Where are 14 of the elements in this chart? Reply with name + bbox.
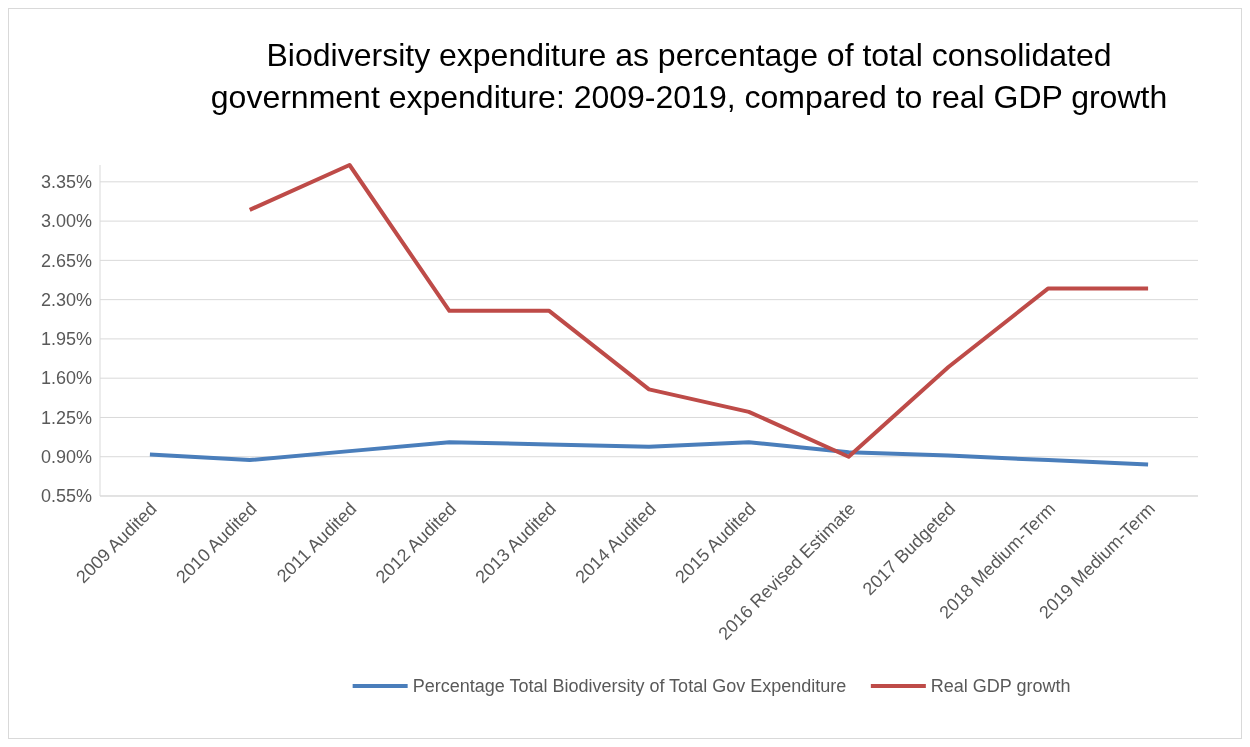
legend-label: Real GDP growth (930, 676, 1071, 697)
chart-title: Biodiversity expenditure as percentage of total consolidated government expenditure: 2009-2019, compared to real GDP growth (210, 37, 1168, 115)
y-tick-label: 1.25% (40, 407, 92, 428)
line-series (147, 440, 1151, 467)
legend-label: Percentage Total Biodiversity of Total Gov Expenditure (412, 676, 847, 697)
y-tick-label: 2.65% (40, 250, 92, 271)
line-series (247, 163, 1151, 459)
y-tick-label: 1.60% (40, 368, 92, 389)
y-tick-label: 0.55% (40, 486, 92, 507)
y-tick-label: 2.30% (40, 289, 92, 310)
y-tick-label: 1.95% (40, 329, 92, 350)
y-tick-label: 0.90% (40, 447, 92, 468)
y-tick-label: 3.35% (40, 172, 92, 193)
y-tick-label: 3.00% (40, 211, 92, 232)
